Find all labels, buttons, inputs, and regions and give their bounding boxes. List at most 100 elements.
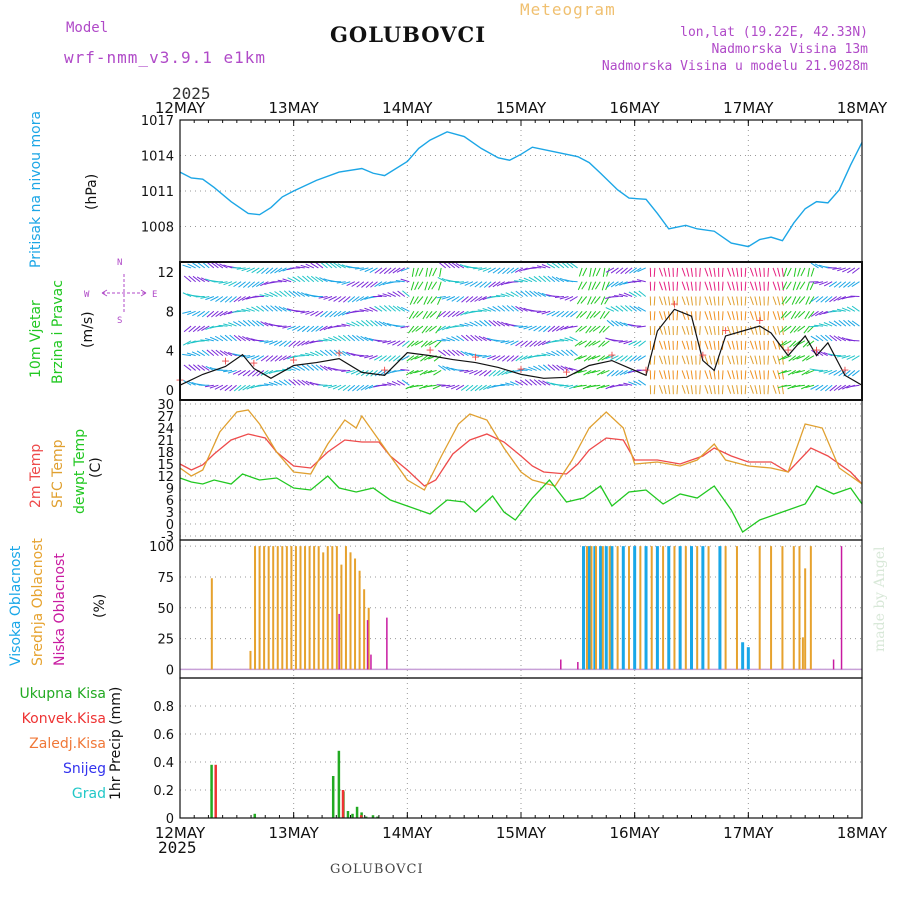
wind-arrow bbox=[414, 369, 424, 374]
wind-arrow bbox=[713, 385, 716, 395]
temp-tick-label: 9 bbox=[166, 482, 174, 497]
wind-arrow bbox=[779, 325, 788, 333]
wind-arrow bbox=[836, 308, 846, 312]
wind-arrow bbox=[833, 320, 842, 327]
wind-arrow bbox=[556, 310, 565, 318]
wind-arrow bbox=[297, 340, 306, 347]
legend-freezing: Zaledj.Kisa bbox=[29, 736, 106, 752]
wind-arrow bbox=[260, 281, 269, 287]
wind-arrow bbox=[209, 384, 219, 389]
wind-arrow bbox=[808, 296, 815, 305]
wind-arrow bbox=[251, 306, 260, 312]
wind-arrow bbox=[336, 281, 346, 284]
wind-arrow bbox=[506, 267, 515, 274]
wind-arrow bbox=[518, 325, 528, 329]
wind-arrow bbox=[402, 290, 410, 297]
wind-arrow bbox=[513, 369, 524, 372]
wind-arrow bbox=[676, 311, 679, 321]
precip-total-bar bbox=[364, 816, 368, 818]
wind-arrow bbox=[361, 281, 369, 288]
wind-arrow bbox=[815, 335, 824, 342]
wind-arrow bbox=[483, 370, 492, 377]
wind-arrow bbox=[315, 325, 324, 332]
wind-arrow bbox=[392, 355, 401, 362]
temp-tick-label: 3 bbox=[166, 506, 174, 521]
wind-arrow bbox=[364, 336, 374, 342]
wind-arrow bbox=[513, 280, 524, 283]
x-tick-label-top: 13MAY bbox=[269, 99, 320, 117]
wind-arrow bbox=[420, 355, 428, 362]
precip-total-bar bbox=[351, 813, 354, 818]
wind-arrow bbox=[704, 370, 709, 380]
wind-arrow bbox=[686, 325, 690, 335]
wind-arrow bbox=[736, 311, 739, 321]
wind-arrow bbox=[582, 267, 588, 277]
wind-arrow bbox=[465, 296, 474, 303]
wind-arrow bbox=[291, 366, 301, 371]
wind-arrow bbox=[546, 263, 556, 269]
wind-arrow bbox=[731, 296, 735, 306]
wind-arrow bbox=[619, 370, 628, 376]
wind-arrow bbox=[438, 281, 442, 291]
wind-arrow bbox=[787, 369, 797, 376]
wind-arrow bbox=[533, 379, 542, 386]
wind-arrow bbox=[727, 325, 732, 335]
legend-grad: Grad bbox=[71, 786, 106, 802]
wind-arrow bbox=[606, 281, 615, 288]
wind-arrow bbox=[838, 370, 847, 377]
wind-arrow bbox=[192, 275, 201, 283]
wind-arrow bbox=[587, 355, 596, 361]
wind-arrow bbox=[782, 384, 792, 387]
wind-arrow bbox=[495, 294, 505, 297]
wind-arrow bbox=[554, 296, 564, 299]
wind-arrow bbox=[793, 325, 801, 333]
wind-arrow bbox=[542, 364, 551, 371]
wind-arrow bbox=[351, 281, 360, 287]
wind-arrow bbox=[578, 355, 587, 360]
wind-arrow bbox=[332, 384, 342, 390]
wind-arrow bbox=[338, 350, 346, 357]
wind-arrow bbox=[273, 380, 283, 386]
wind-arrow bbox=[500, 340, 510, 344]
wind-arrow bbox=[690, 370, 693, 380]
footer-station: GOLUBOVCI bbox=[330, 862, 424, 877]
pressure-tick-label: 1008 bbox=[141, 221, 174, 236]
wind-arrow bbox=[237, 335, 246, 342]
wind-arrow bbox=[259, 340, 269, 343]
wind-arrow bbox=[667, 370, 671, 380]
wind-arrow bbox=[623, 382, 633, 386]
wind-arrow bbox=[727, 370, 732, 380]
compass-rose-icon bbox=[101, 274, 147, 312]
wind-arrow bbox=[592, 267, 597, 277]
wind-arrow bbox=[713, 355, 716, 365]
wind-arrow bbox=[777, 370, 781, 380]
wind-arrow bbox=[197, 262, 206, 269]
legend-conv: Konvek.Kisa bbox=[21, 711, 106, 727]
wind-arrow bbox=[273, 340, 283, 346]
wind-arrow bbox=[846, 306, 856, 312]
wind-arrow bbox=[602, 267, 606, 277]
wind-arrow bbox=[350, 369, 360, 375]
wind-arrow bbox=[305, 310, 315, 315]
wind-arrow bbox=[850, 384, 860, 388]
wind-arrow bbox=[842, 384, 851, 390]
wind-arrow bbox=[801, 384, 810, 390]
pressure-tick-label: 1017 bbox=[141, 114, 174, 129]
year-bottom: 2025 bbox=[158, 838, 197, 857]
wind-arrow bbox=[569, 296, 578, 302]
wind-arrow bbox=[292, 379, 301, 386]
wind-arrow bbox=[546, 310, 556, 316]
wind-arrow bbox=[419, 369, 428, 376]
wind-arrow bbox=[277, 279, 287, 283]
wind-arrow bbox=[315, 364, 324, 371]
wind-arrow bbox=[242, 281, 251, 288]
wind-arrow bbox=[749, 385, 754, 394]
wind-arrow bbox=[487, 355, 496, 360]
wind-arrow bbox=[483, 319, 492, 327]
wind-arrow bbox=[464, 369, 474, 374]
wind-arrow-layer bbox=[182, 261, 860, 395]
compass-s: S bbox=[117, 316, 123, 326]
model-label: Model bbox=[66, 20, 109, 36]
wind-arrow bbox=[784, 310, 792, 318]
wind-arrow bbox=[541, 353, 551, 357]
